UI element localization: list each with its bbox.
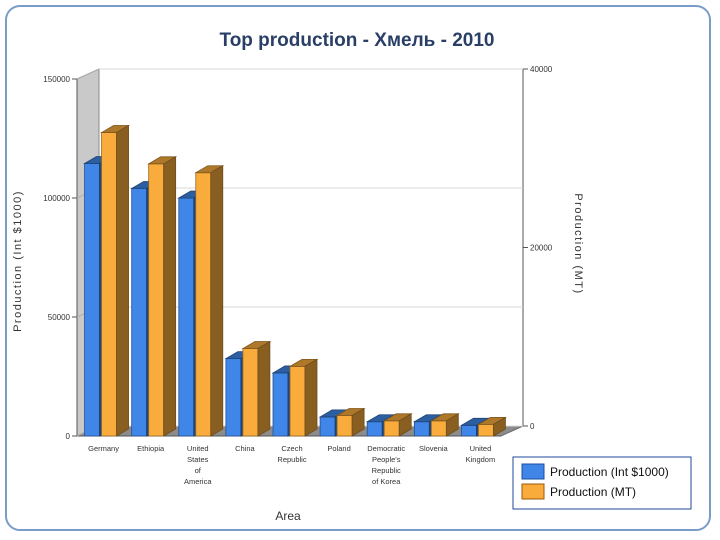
bar-series-2-side bbox=[257, 340, 271, 437]
left-tick-label: 100000 bbox=[43, 194, 70, 203]
bar-series-1-front bbox=[178, 197, 195, 437]
bar-series-2-front bbox=[242, 348, 259, 437]
bar-series-2-side bbox=[351, 407, 365, 437]
category-label: United bbox=[187, 444, 209, 453]
hop-production-chart: Top production - Хмель - 2010 0 50000 1000… bbox=[5, 5, 711, 531]
legend-label-series-2: Production (MT) bbox=[550, 485, 636, 499]
bar-series-2-front bbox=[478, 423, 494, 437]
bar-series-2-side bbox=[304, 358, 318, 437]
x-axis-title: Area bbox=[275, 509, 301, 523]
bar-series-2-front bbox=[336, 415, 353, 437]
left-tick-label: 150000 bbox=[43, 75, 70, 84]
bar-series-2-side bbox=[445, 413, 459, 437]
category-label: United bbox=[470, 444, 492, 453]
category-label: Czech bbox=[281, 444, 302, 453]
category-label: Democratic bbox=[367, 444, 405, 453]
left-tick-label: 50000 bbox=[48, 313, 71, 322]
category-label: of bbox=[195, 466, 202, 475]
category-label: People's bbox=[372, 455, 401, 464]
bar-series-1-front bbox=[413, 421, 430, 437]
bar-series-2-side bbox=[493, 416, 506, 437]
bar-series-2-front bbox=[383, 420, 400, 437]
bar-series-1-front bbox=[366, 421, 383, 437]
gridline-side bbox=[76, 68, 100, 80]
bar-series-2-side bbox=[163, 156, 177, 437]
right-tick-label: 0 bbox=[530, 422, 535, 431]
category-label: Slovenia bbox=[419, 444, 449, 453]
right-axis-title: Production (MT) bbox=[572, 193, 584, 294]
category-label: China bbox=[235, 444, 255, 453]
bar-series-2-side bbox=[210, 165, 224, 437]
right-tick-label: 40000 bbox=[530, 65, 553, 74]
chart-title: Top production - Хмель - 2010 bbox=[220, 30, 495, 51]
category-label: Poland bbox=[327, 444, 350, 453]
bar-series-1-front bbox=[319, 416, 336, 437]
category-label: Ethiopia bbox=[137, 444, 165, 453]
bar-series-1-front bbox=[272, 372, 289, 437]
category-label: America bbox=[184, 477, 212, 486]
legend: Production (Int $1000) Production (MT) bbox=[512, 456, 692, 510]
left-axis-title: Production (Int $1000) bbox=[12, 190, 24, 332]
plot-area: 0 50000 100000 150000 0 20000 40000 Germany Ethi… bbox=[43, 65, 553, 486]
category-label: Kingdom bbox=[466, 455, 496, 464]
category-label: Republic bbox=[372, 466, 401, 475]
bar-series-1-front bbox=[84, 163, 100, 437]
bar-series-2-front bbox=[148, 163, 165, 437]
category-label: Germany bbox=[88, 444, 119, 453]
category-label: States bbox=[187, 455, 209, 464]
bar-series-1-front bbox=[225, 358, 242, 437]
legend-swatch-series-2 bbox=[521, 483, 545, 500]
legend-swatch-series-1 bbox=[521, 463, 545, 480]
bar-series-2-side bbox=[398, 413, 412, 437]
bar-series-2-front bbox=[289, 365, 306, 437]
right-tick-label: 20000 bbox=[530, 244, 553, 253]
legend-label-series-1: Production (Int $1000) bbox=[550, 465, 669, 479]
bar-series-2-front bbox=[101, 132, 117, 437]
bar-series-2-front bbox=[195, 172, 212, 437]
slide-frame: Top production - Хмель - 2010 0 50000 1000… bbox=[4, 4, 714, 534]
bar-series-2-side bbox=[116, 124, 129, 437]
bar-series-1-front bbox=[461, 424, 477, 437]
bar-series-2-front bbox=[430, 420, 447, 437]
left-tick-label: 0 bbox=[66, 432, 71, 441]
category-label: of Korea bbox=[372, 477, 401, 486]
bar-series-1-front bbox=[131, 188, 148, 437]
category-label: Republic bbox=[277, 455, 306, 464]
